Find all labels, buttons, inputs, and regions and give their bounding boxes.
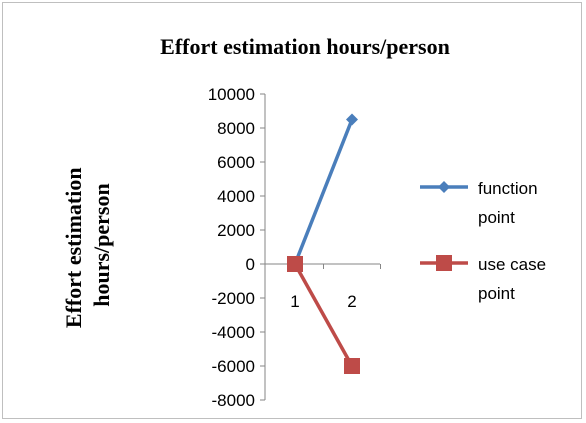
y-tick-label: -4000: [212, 323, 255, 342]
y-axis: -8000 -6000 -4000 -2000 0 2000 4000 6000 8000 100…: [208, 85, 266, 410]
legend-label-1: point: [478, 208, 515, 227]
legend-label-1: function: [478, 179, 538, 198]
legend-label-2: use case: [478, 255, 546, 274]
y-tick-label: 10000: [208, 85, 255, 104]
plot-series: [287, 113, 360, 374]
y-tick-label: 0: [246, 255, 255, 274]
legend-label-2: point: [478, 284, 515, 303]
legend-marker-1: [438, 181, 450, 193]
data-point-1-2: [346, 113, 358, 126]
y-axis-label: Effort estimation hours/person: [61, 162, 114, 328]
series-line-1: [293, 118, 354, 265]
series-line-2: [293, 263, 354, 367]
data-point-2-2: [344, 358, 360, 374]
x-tick-label: 1: [290, 292, 299, 311]
y-tick-label: 6000: [217, 153, 255, 172]
y-tick-label: -8000: [212, 391, 255, 410]
chart-area: [2, 2, 582, 419]
y-axis-label-line-2: hours/person: [89, 183, 114, 306]
data-point-2-1: [287, 256, 303, 272]
legend-marker-2: [436, 255, 452, 271]
y-tick-label: 4000: [217, 187, 255, 206]
y-tick-label: -2000: [212, 289, 255, 308]
y-axis-label-line-1: Effort estimation: [61, 167, 86, 328]
x-tick-label: 2: [347, 292, 356, 311]
y-tick-label: 8000: [217, 119, 255, 138]
legend: function point use case point: [420, 179, 546, 303]
chart-title: Effort estimation hours/person: [160, 34, 450, 59]
y-tick-label: 2000: [217, 221, 255, 240]
y-tick-label: -6000: [212, 357, 255, 376]
